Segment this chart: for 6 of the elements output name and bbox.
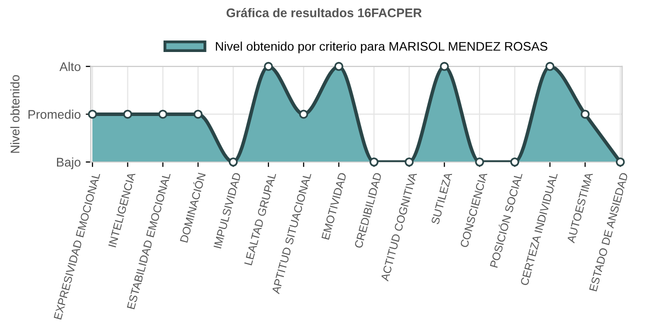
text: Alto: [59, 62, 80, 72]
text: Bajo: [57, 157, 80, 170]
chart-title: Gráfica de resultados 16FACPER: [226, 8, 422, 18]
y-axis-title: Nivel obtenido: [10, 75, 20, 153]
text: Promedio: [28, 110, 80, 119]
legend-label: Nivel obtenido por criterio para MARISOL MENDEZ ROSAS: [216, 42, 548, 54]
